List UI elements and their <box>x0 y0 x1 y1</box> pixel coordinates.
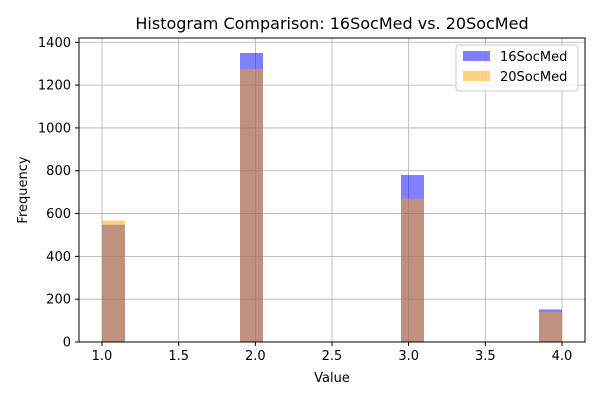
legend-swatch-16socmed <box>463 51 490 61</box>
y-tick-label: 200 <box>46 293 71 308</box>
y-tick-label: 1200 <box>38 79 71 94</box>
x-tick-label: 2.5 <box>322 349 343 364</box>
y-tick-label: 800 <box>46 164 71 179</box>
chart-title: Histogram Comparison: 16SocMed vs. 20Soc… <box>135 14 528 33</box>
x-tick-label: 3.5 <box>475 349 496 364</box>
legend-swatch-20socmed <box>463 71 490 81</box>
x-axis-ticks: 1.0 1.5 2.0 2.5 3.0 3.5 4.0 <box>92 342 573 364</box>
bar-20socmed-2 <box>401 198 424 342</box>
y-tick-label: 600 <box>46 207 71 222</box>
y-tick-label: 0 <box>63 336 71 351</box>
x-tick-label: 1.5 <box>168 349 189 364</box>
legend: 16SocMed 20SocMed <box>455 44 579 92</box>
x-tick-label: 4.0 <box>552 349 573 364</box>
x-axis-label: Value <box>314 371 350 386</box>
x-tick-label: 3.0 <box>398 349 419 364</box>
y-tick-label: 1400 <box>38 36 71 51</box>
y-axis-label: Frequency <box>16 156 31 223</box>
y-axis-ticks: 0 200 400 600 800 1000 1200 1400 <box>38 36 79 351</box>
histogram-bars <box>102 52 562 343</box>
y-tick-label: 1000 <box>38 121 71 136</box>
bar-20socmed-3 <box>539 312 562 342</box>
y-tick-label: 400 <box>46 250 71 265</box>
bar-20socmed-0 <box>102 220 125 342</box>
legend-label-16socmed: 16SocMed <box>500 50 567 65</box>
bar-20socmed-1 <box>240 69 263 343</box>
x-tick-label: 1.0 <box>92 349 113 364</box>
x-tick-label: 2.0 <box>245 349 266 364</box>
legend-label-20socmed: 20SocMed <box>500 70 567 85</box>
